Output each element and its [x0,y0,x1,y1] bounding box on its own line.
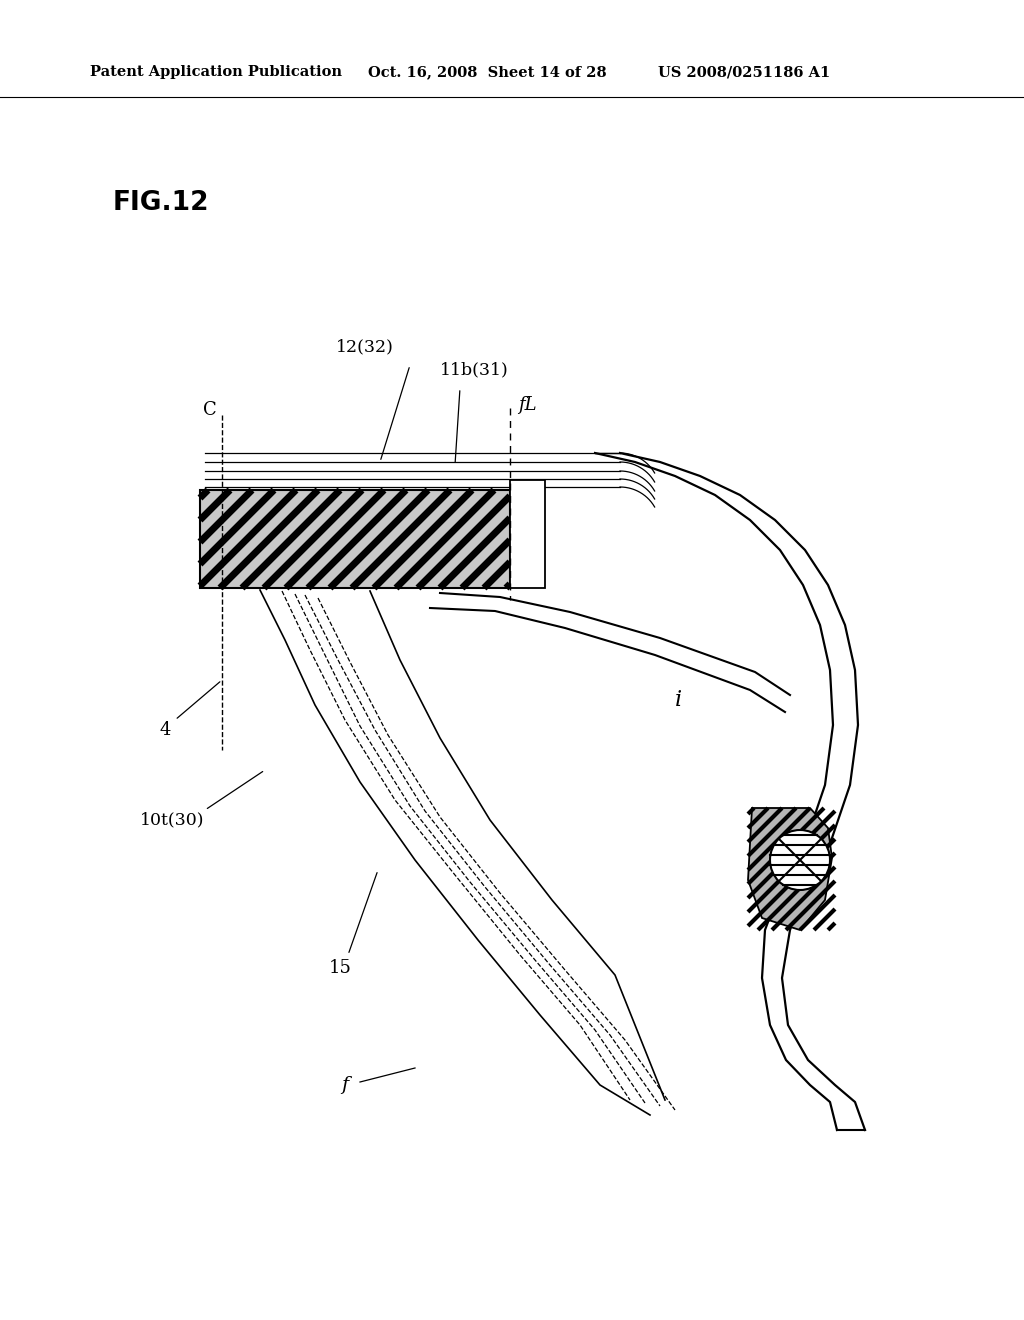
Text: 15: 15 [329,960,351,977]
Bar [200,490,510,587]
Text: fL: fL [518,396,537,414]
Bar [510,480,545,587]
Text: US 2008/0251186 A1: US 2008/0251186 A1 [658,65,830,79]
Text: 4: 4 [160,721,171,739]
Text: 11b(31): 11b(31) [440,360,509,378]
Bar [200,490,510,587]
Circle shape [770,830,830,890]
Text: 10t(30): 10t(30) [140,812,205,829]
Text: C: C [203,401,217,418]
Text: Oct. 16, 2008  Sheet 14 of 28: Oct. 16, 2008 Sheet 14 of 28 [368,65,606,79]
Text: 12(32): 12(32) [336,338,394,355]
Text: Patent Application Publication: Patent Application Publication [90,65,342,79]
Text: FIG.12: FIG.12 [113,190,210,216]
Text: f: f [341,1076,348,1094]
Text: i: i [675,689,682,711]
Polygon shape [748,808,831,931]
